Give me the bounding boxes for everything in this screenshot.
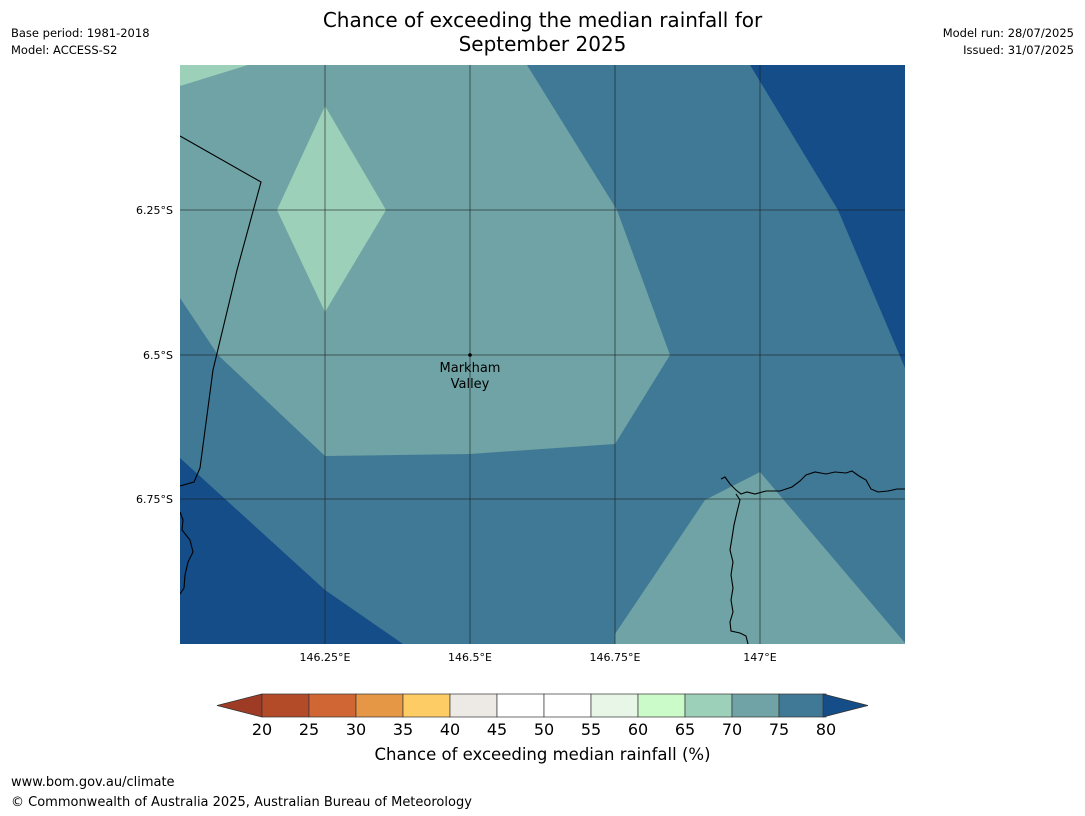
colorbar-tick-50: 50 — [534, 720, 554, 739]
place-label-line-2: Valley — [451, 377, 490, 392]
river-outline — [729, 493, 749, 644]
lat-tick-0: 6.25°S — [136, 204, 173, 217]
colorbar-tick-labels: 20 25 30 35 40 45 50 55 60 65 70 75 80 — [252, 720, 836, 739]
meta-left: Base period: 1981-2018 Model: ACCESS-S2 — [11, 25, 150, 59]
lon-tick-1: 146.5°E — [448, 651, 492, 664]
colorbar-tick-45: 45 — [487, 720, 507, 739]
provincial-boundary — [180, 135, 262, 487]
colorbar-tick-75: 75 — [769, 720, 789, 739]
colorbar-cell-30-35 — [355, 693, 404, 718]
map-area — [180, 65, 905, 644]
colorbar-tick-40: 40 — [440, 720, 460, 739]
colorbar-tick-70: 70 — [722, 720, 742, 739]
place-label-line-1: Markham — [440, 361, 501, 376]
band-80-plus-northeast — [750, 65, 905, 368]
colorbar-under-arrow — [216, 693, 263, 718]
coastline-west — [180, 511, 194, 595]
colorbar-cell-25-30 — [308, 693, 357, 718]
colorbar-cell-55-60 — [590, 693, 639, 718]
coastline-east — [720, 470, 905, 495]
colorbar-tick-60: 60 — [628, 720, 648, 739]
colorbar: 20 25 30 35 40 45 50 55 60 65 70 75 80 — [216, 693, 869, 739]
footer-url[interactable]: www.bom.gov.au/climate — [11, 775, 175, 790]
place-marker — [468, 353, 472, 357]
colorbar-cell-20-25 — [261, 693, 310, 718]
colorbar-cell-70-75 — [731, 693, 780, 718]
colorbar-tick-30: 30 — [346, 720, 366, 739]
lat-tick-1: 6.5°S — [143, 349, 173, 362]
colorbar-tick-25: 25 — [299, 720, 319, 739]
colorbar-cell-65-70 — [684, 693, 733, 718]
colorbar-cell-75-80 — [778, 693, 827, 718]
boundaries — [180, 135, 905, 644]
band-65-70-diamond — [277, 106, 386, 312]
colorbar-cell-60-65 — [637, 693, 686, 718]
colorbar-cells — [261, 693, 827, 718]
issued-date: Issued: 31/07/2025 — [963, 43, 1074, 57]
colorbar-cell-35-40 — [402, 693, 451, 718]
lon-tick-3: 147°E — [743, 651, 776, 664]
map-title: Chance of exceeding the median rainfall … — [0, 8, 1085, 56]
base-period: Base period: 1981-2018 — [11, 26, 150, 40]
colorbar-cell-50-55 — [543, 693, 592, 718]
band-80-plus-southwest — [180, 458, 403, 644]
lon-tick-2: 146.75°E — [590, 651, 641, 664]
band-65-70-corner — [180, 65, 248, 86]
colorbar-cell-45-50 — [496, 693, 545, 718]
lat-tick-2: 6.75°S — [136, 493, 173, 506]
model-run: Model run: 28/07/2025 — [942, 26, 1074, 40]
colorbar-tick-55: 55 — [581, 720, 601, 739]
lon-tick-0: 146.25°E — [300, 651, 351, 664]
colorbar-tick-65: 65 — [675, 720, 695, 739]
meta-right: Model run: 28/07/2025 Issued: 31/07/2025 — [943, 25, 1074, 59]
colorbar-title: Chance of exceeding median rainfall (%) — [374, 745, 711, 764]
colorbar-tick-20: 20 — [252, 720, 272, 739]
title-line-2: September 2025 — [458, 32, 627, 56]
model-name: Model: ACCESS-S2 — [11, 43, 118, 57]
footer-copyright: © Commonwealth of Australia 2025, Austra… — [11, 795, 472, 810]
title-line-1: Chance of exceeding the median rainfall … — [322, 8, 763, 32]
graticule — [180, 65, 905, 644]
colorbar-tick-80: 80 — [816, 720, 836, 739]
colorbar-over-arrow — [822, 693, 869, 718]
colorbar-cell-40-45 — [449, 693, 498, 718]
colorbar-tick-35: 35 — [393, 720, 413, 739]
